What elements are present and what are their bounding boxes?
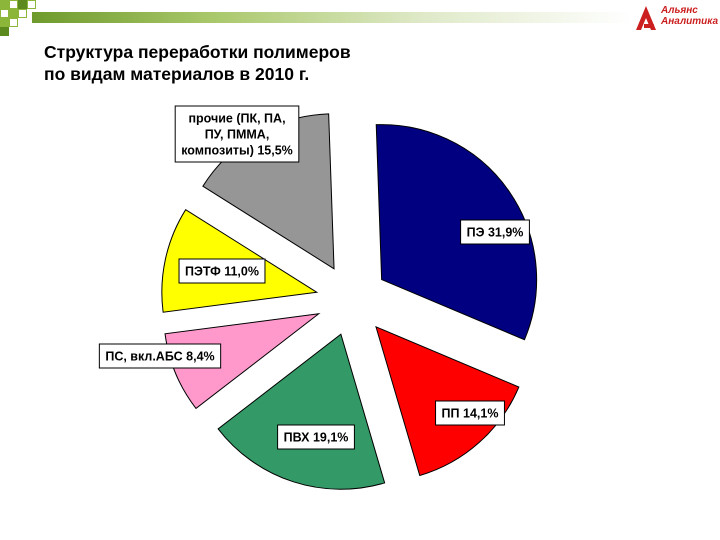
decor-square	[0, 18, 9, 27]
header-gradient-bar	[32, 12, 632, 23]
slice-label-text: композиты) 15,5%	[181, 144, 293, 158]
slice-label-text: прочие (ПК, ПА,	[188, 112, 285, 126]
slice-label-text: ПУ, ПММА,	[205, 128, 270, 142]
slice-label: прочие (ПК, ПА, ПУ, ПММА, композиты) 15,5%	[174, 105, 300, 163]
slice-label: ПЭ 31,9%	[460, 219, 530, 245]
logo-line1: Альянс	[661, 5, 698, 16]
company-logo	[636, 6, 656, 30]
decor-square	[0, 27, 9, 36]
logo-line2: Аналитика	[661, 16, 719, 27]
header-bar: Альянс Аналитика	[0, 0, 720, 40]
page-title-line2: по видам материалов в 2010 г.	[44, 64, 310, 84]
decor-square	[18, 0, 27, 9]
slice-label-box	[178, 258, 266, 284]
slice-label-box	[460, 219, 530, 245]
pie-slice	[164, 313, 321, 410]
decor-square	[0, 0, 9, 9]
pie-slice	[375, 124, 538, 341]
slice-label-text: ПП 14,1%	[442, 407, 499, 421]
decor-square	[27, 0, 36, 9]
decor-square	[9, 0, 18, 9]
pie-slice	[217, 333, 386, 490]
slice-label-box	[174, 105, 300, 163]
slice-label: ПЭТФ 11,0%	[178, 258, 266, 284]
slice-label-text: ПС, вкл.АБС 8,4%	[105, 350, 214, 364]
slice-label-box	[435, 400, 505, 426]
slice-label-text: ПВХ 19,1%	[284, 431, 349, 445]
decor-square	[18, 9, 27, 18]
slice-label-box	[98, 343, 222, 369]
page-title: Структура переработки полимеров по видам…	[44, 41, 504, 85]
slice-label-text: ПЭ 31,9%	[467, 226, 524, 240]
slice-label-text: ПЭТФ 11,0%	[185, 265, 259, 279]
decor-square	[9, 18, 18, 27]
slice-label: ПВХ 19,1%	[277, 424, 355, 450]
slice-label-box	[277, 424, 355, 450]
decor-square	[0, 9, 9, 18]
decor-square	[9, 9, 18, 18]
slice-label: ПС, вкл.АБС 8,4%	[98, 343, 222, 369]
page-title-line1: Структура переработки полимеров	[44, 42, 351, 62]
slice-label: ПП 14,1%	[435, 400, 505, 426]
